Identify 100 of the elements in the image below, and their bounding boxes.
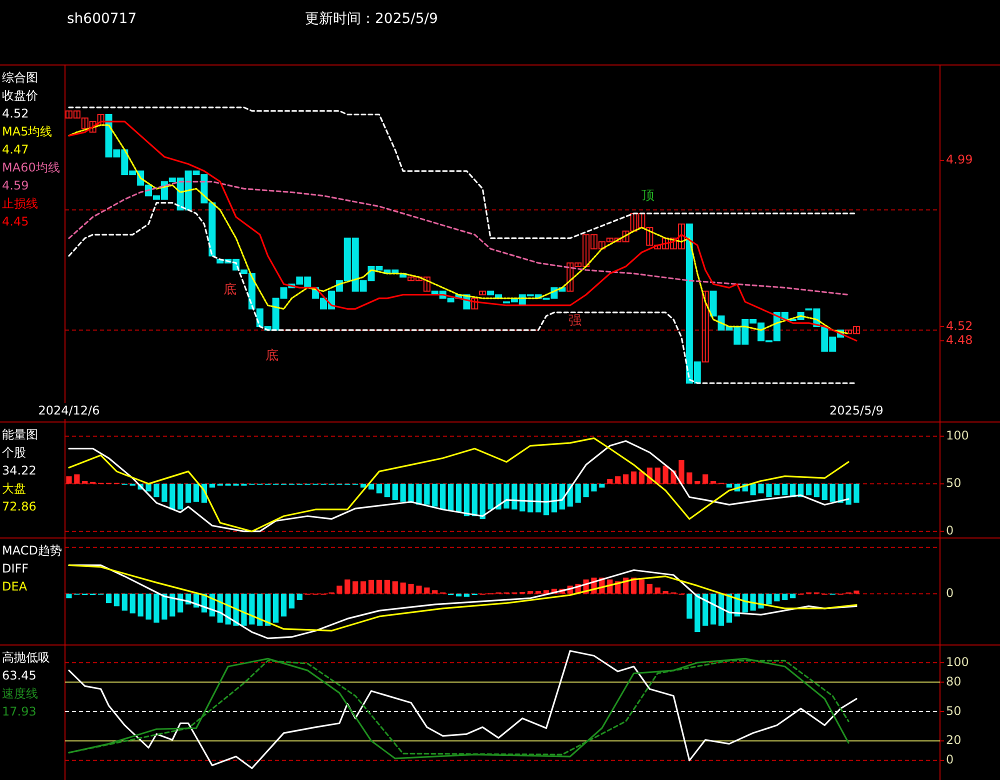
bar — [257, 594, 263, 626]
bar — [702, 474, 708, 484]
bar — [535, 484, 542, 512]
bar — [74, 474, 80, 484]
bar — [448, 484, 454, 510]
bar — [496, 484, 502, 510]
bar — [170, 594, 176, 616]
chart-title: sh600717 — [67, 10, 137, 27]
annotation: 底 — [266, 348, 278, 364]
y-tick-label: 100 — [946, 428, 969, 443]
bar — [504, 484, 510, 509]
text: 72.86 — [2, 499, 36, 514]
line-series — [68, 180, 850, 296]
text: 63.45 — [2, 668, 36, 682]
y-axis-title: 综合图 — [2, 70, 38, 84]
bar — [154, 484, 160, 498]
candlestick — [471, 298, 478, 310]
bar — [622, 474, 629, 484]
bar — [352, 581, 358, 594]
bar — [694, 480, 700, 484]
bar — [646, 584, 652, 594]
bar — [750, 484, 756, 496]
text: DIFF — [2, 561, 29, 576]
bar — [480, 484, 486, 519]
bar — [599, 484, 605, 488]
bar — [170, 484, 176, 510]
bar — [790, 594, 796, 598]
bar — [456, 594, 462, 596]
bar — [122, 594, 128, 611]
bar — [360, 581, 366, 594]
bar — [408, 584, 414, 594]
bar — [66, 476, 72, 484]
bar — [535, 591, 542, 594]
y-tick-label: 80 — [946, 674, 962, 688]
bar — [758, 484, 764, 494]
annotation: 底 — [224, 282, 236, 298]
bar — [416, 484, 422, 505]
line-series — [68, 106, 858, 239]
bar — [654, 587, 660, 594]
bar — [662, 466, 668, 484]
bar — [718, 594, 724, 626]
bar — [130, 594, 136, 614]
y-tick-label: 0 — [946, 752, 954, 767]
bar — [472, 484, 478, 516]
bar — [512, 484, 518, 510]
text: 收盘价 — [2, 88, 38, 102]
bar — [838, 484, 844, 503]
bar — [296, 594, 302, 600]
bar — [66, 594, 72, 598]
bar — [638, 579, 645, 594]
y-tick-label: 4.99 — [946, 152, 973, 167]
bar — [686, 472, 692, 484]
bar — [854, 590, 860, 594]
bar — [726, 484, 732, 488]
bar — [702, 594, 708, 626]
bar — [551, 484, 558, 512]
bar — [630, 471, 637, 484]
bar — [400, 484, 406, 502]
bar — [575, 484, 581, 503]
annotation: 顶 — [642, 188, 654, 204]
bar — [766, 484, 772, 498]
x-tick-label: 2025/5/9 — [830, 403, 884, 418]
candlestick — [702, 290, 709, 362]
bar — [249, 594, 255, 624]
bar — [488, 484, 494, 510]
bar — [106, 594, 112, 604]
text: 34.22 — [2, 463, 36, 478]
bar — [265, 594, 271, 626]
text: MA60均线 — [2, 160, 60, 174]
x-tick-label: 2024/12/6 — [38, 403, 100, 418]
bar — [782, 594, 788, 600]
bar — [416, 586, 422, 594]
bar — [846, 484, 852, 505]
text: DEA — [2, 579, 28, 594]
bar — [178, 594, 184, 612]
bar — [662, 591, 668, 594]
bar — [272, 594, 279, 623]
y-tick-label: 50 — [946, 704, 962, 718]
line-series — [68, 202, 858, 384]
bar — [392, 484, 398, 500]
bar — [583, 484, 589, 498]
bar — [528, 591, 534, 594]
bar — [591, 484, 597, 492]
bar — [344, 579, 350, 594]
bar — [376, 484, 382, 494]
bar — [162, 484, 168, 502]
text: 大盘 — [2, 481, 26, 496]
y-tick-label: 100 — [946, 654, 969, 669]
bar — [456, 484, 462, 512]
bar — [288, 594, 295, 608]
bar — [814, 484, 820, 498]
bar — [185, 484, 192, 503]
bar — [822, 484, 828, 500]
bar — [368, 484, 374, 490]
y-tick-label: 20 — [946, 733, 962, 748]
bar — [774, 594, 780, 602]
bar — [384, 484, 390, 498]
bar — [138, 594, 144, 616]
bar — [82, 480, 88, 484]
bar — [694, 594, 700, 632]
